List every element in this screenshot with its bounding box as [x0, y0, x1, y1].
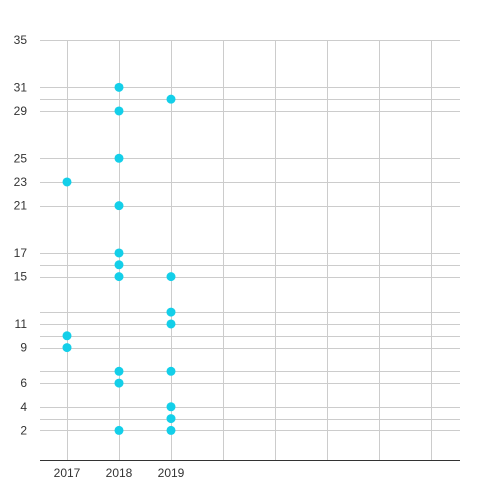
- data-point: [166, 425, 176, 435]
- y-tick-label: 6: [20, 376, 27, 390]
- y-tick-label: 4: [20, 400, 27, 414]
- grid: [40, 40, 460, 460]
- data-point: [166, 272, 176, 282]
- data-point: [114, 248, 124, 258]
- y-tick-label: 17: [14, 246, 28, 260]
- y-tick-label: 2: [20, 423, 27, 437]
- data-point: [62, 177, 72, 187]
- data-point: [114, 201, 124, 211]
- data-point: [62, 331, 72, 341]
- data-points: [62, 82, 176, 435]
- data-point: [114, 272, 124, 282]
- y-tick-label: 29: [14, 104, 28, 118]
- x-tick-label: 2018: [106, 466, 133, 480]
- x-tick-label: 2017: [54, 466, 81, 480]
- data-point: [114, 378, 124, 388]
- y-tick-label: 31: [14, 80, 28, 94]
- data-point: [114, 260, 124, 270]
- data-point: [114, 82, 124, 92]
- data-point: [62, 343, 72, 353]
- data-point: [166, 319, 176, 329]
- data-point: [166, 307, 176, 317]
- data-point: [114, 366, 124, 376]
- data-point: [166, 94, 176, 104]
- y-tick-label: 25: [14, 151, 28, 165]
- data-point: [166, 402, 176, 412]
- data-point: [114, 425, 124, 435]
- y-tick-label: 9: [20, 341, 27, 355]
- y-tick-label: 15: [14, 270, 28, 284]
- y-tick-label: 35: [14, 33, 28, 47]
- tick-labels: 2 4 6 9 11 15 17 21 23 25 29 31 35 2017 2018 2019: [14, 33, 185, 480]
- y-tick-label: 11: [15, 317, 28, 331]
- data-point: [166, 414, 176, 424]
- y-tick-label: 21: [14, 199, 28, 213]
- y-tick-label: 23: [14, 175, 28, 189]
- x-tick-label: 2019: [158, 466, 185, 480]
- data-point: [166, 366, 176, 376]
- data-point: [114, 106, 124, 116]
- data-point: [114, 153, 124, 163]
